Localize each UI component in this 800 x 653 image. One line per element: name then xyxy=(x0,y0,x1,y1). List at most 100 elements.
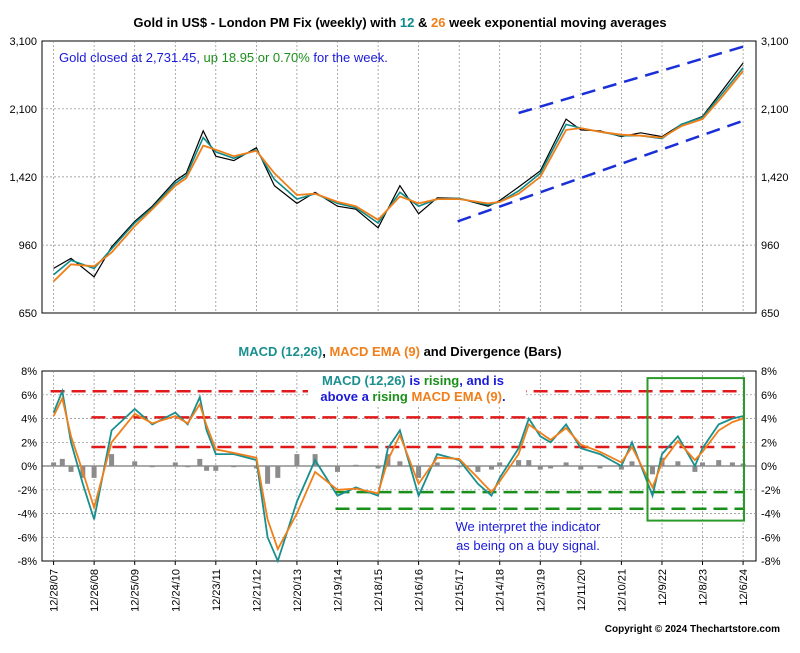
divergence-bar-24 xyxy=(416,466,422,478)
x-axis: 12/28/07 12/26/08 12/25/09 12/24/10 12/23/11… xyxy=(49,561,750,612)
top-ytick-right-0: 650 xyxy=(761,308,779,320)
divergence-bar-30 xyxy=(516,460,522,466)
top-ytick-left-3: 2,100 xyxy=(9,104,37,116)
divergence-bar-31 xyxy=(526,460,532,466)
x-tick-label-10: 12/15/17 xyxy=(454,569,466,612)
divergence-bar-44 xyxy=(716,460,722,466)
top-chart-title: Gold in US$ - London PM Fix (weekly) wit… xyxy=(133,15,666,30)
divergence-bar-4 xyxy=(91,466,97,478)
bottom-ytick-left-2: -4% xyxy=(17,509,37,521)
bottom-ytick-left-7: 6% xyxy=(21,390,37,402)
bottom-ytick-left-8: 8% xyxy=(21,366,37,378)
top-title-part1: Gold in US$ - London PM Fix (weekly) wit… xyxy=(133,15,400,30)
divergence-bar-15 xyxy=(265,466,271,484)
buy-signal-line2: as being on a buy signal. xyxy=(456,538,600,553)
macd-ann-6: rising xyxy=(372,389,407,404)
top-title-part3: week exponential moving averages xyxy=(445,15,666,30)
divergence-bar-38 xyxy=(629,461,635,467)
x-tick-label-3: 12/24/10 xyxy=(170,569,182,612)
macd-ann-9: . xyxy=(502,389,506,404)
divergence-bar-34 xyxy=(563,462,569,466)
macd-title-2: , xyxy=(322,344,329,359)
macd-ann-2: is xyxy=(406,373,424,388)
x-tick-label-13: 12/11/20 xyxy=(576,569,588,611)
bottom-ytick-left-6: 4% xyxy=(21,414,37,426)
channel-upper-line xyxy=(518,45,744,115)
bottom-ytick-right-0: -8% xyxy=(761,556,781,568)
divergence-bar-20 xyxy=(353,464,359,466)
divergence-bar-29 xyxy=(497,462,503,466)
divergence-bar-43 xyxy=(700,462,705,466)
macd-title-1: MACD (12,26) xyxy=(238,344,322,359)
bottom-ytick-left-3: -2% xyxy=(17,485,37,497)
macd-signal-line xyxy=(52,395,744,552)
divergence-bar-16 xyxy=(275,466,281,478)
bottom-ytick-left-0: -8% xyxy=(17,556,37,568)
channel-lower-line xyxy=(457,119,744,223)
x-tick-label-6: 12/20/13 xyxy=(292,569,304,612)
macd-annotation-line2: above a rising MACD EMA (9). xyxy=(320,389,505,404)
divergence-bar-12 xyxy=(213,466,219,471)
top-ytick-right-3: 2,100 xyxy=(761,104,789,116)
bottom-series-group xyxy=(50,377,746,564)
divergence-bar-26 xyxy=(456,466,462,468)
divergence-bar-37 xyxy=(618,466,624,470)
divergence-bar-42 xyxy=(692,466,698,472)
divergence-bar-14 xyxy=(253,466,259,469)
bottom-ytick-left-5: 2% xyxy=(21,437,37,449)
macd-ann-5: above a xyxy=(320,389,372,404)
divergence-bar-21 xyxy=(375,466,381,469)
divergence-bar-10 xyxy=(197,458,203,466)
bottom-ytick-left-4: 0% xyxy=(21,461,37,473)
divergence-bar-32 xyxy=(537,466,543,470)
x-tick-label-0: 12/28/07 xyxy=(49,569,61,612)
x-tick-label-4: 12/23/11 xyxy=(211,569,223,611)
top-y-axis: 650 650 960 960 1,420 1,420 2,100 2,100 3,100 3,1… xyxy=(9,36,788,320)
divergence-bar-8 xyxy=(172,462,178,466)
top-ytick-left-2: 1,420 xyxy=(9,172,37,184)
divergence-bar-0 xyxy=(51,462,57,466)
x-tick-label-16: 12/8/23 xyxy=(698,569,710,606)
top-ytick-left-0: 650 xyxy=(19,308,37,320)
divergence-bar-25 xyxy=(434,462,440,466)
x-tick-label-11: 12/14/18 xyxy=(495,569,507,612)
divergence-bar-2 xyxy=(68,466,74,472)
divergence-bar-33 xyxy=(548,466,554,469)
divergence-bar-9 xyxy=(185,466,191,468)
bottom-y-axis: -8% -8% -6% -6% -4% -4% -2% -2% 0% 0% 2% 2% 4% 4% 6% 6%… xyxy=(17,366,780,568)
x-tick-label-1: 12/26/08 xyxy=(89,569,101,612)
copyright-text: Copyright © 2024 Thechartstore.com xyxy=(605,624,780,635)
divergence-bar-35 xyxy=(578,466,584,470)
divergence-bar-11 xyxy=(204,466,210,471)
divergence-bar-1 xyxy=(59,458,65,466)
top-title-part2: & xyxy=(414,15,431,30)
gold-close-text-1: Gold closed at 2,731.45, xyxy=(59,50,204,65)
divergence-bar-28 xyxy=(489,466,494,470)
buy-signal-line1: We interpret the indicator xyxy=(456,519,602,534)
buy-signal-highlight-box xyxy=(646,377,745,522)
x-tick-label-15: 12/9/22 xyxy=(657,569,669,606)
x-tick-label-9: 12/16/16 xyxy=(414,569,426,612)
macd-ann-8: MACD EMA (9) xyxy=(411,389,502,404)
gold-close-annotation: Gold closed at 2,731.45, up 18.95 or 0.7… xyxy=(59,50,388,65)
x-tick-label-8: 12/18/15 xyxy=(373,569,385,612)
x-tick-label-5: 12/21/12 xyxy=(251,569,263,612)
macd-ann-3: rising xyxy=(424,373,459,388)
bottom-ytick-right-2: -4% xyxy=(761,509,781,521)
divergence-bar-45 xyxy=(729,462,735,466)
top-ytick-right-4: 3,100 xyxy=(761,36,789,48)
top-title-12: 12 xyxy=(400,15,414,30)
macd-title-3: MACD EMA (9) xyxy=(329,344,420,359)
x-tick-label-2: 12/25/09 xyxy=(130,569,142,612)
top-title-26: 26 xyxy=(431,15,445,30)
divergence-bar-6 xyxy=(132,461,138,467)
divergence-bar-39 xyxy=(650,466,655,475)
divergence-bar-19 xyxy=(335,466,340,472)
x-tick-label-12: 12/13/19 xyxy=(535,569,547,612)
x-tick-label-7: 12/19/14 xyxy=(333,569,345,612)
gold-close-text-2: up 18.95 or 0.70% xyxy=(204,50,311,65)
divergence-bar-5 xyxy=(109,454,115,466)
top-series-group xyxy=(52,45,744,282)
